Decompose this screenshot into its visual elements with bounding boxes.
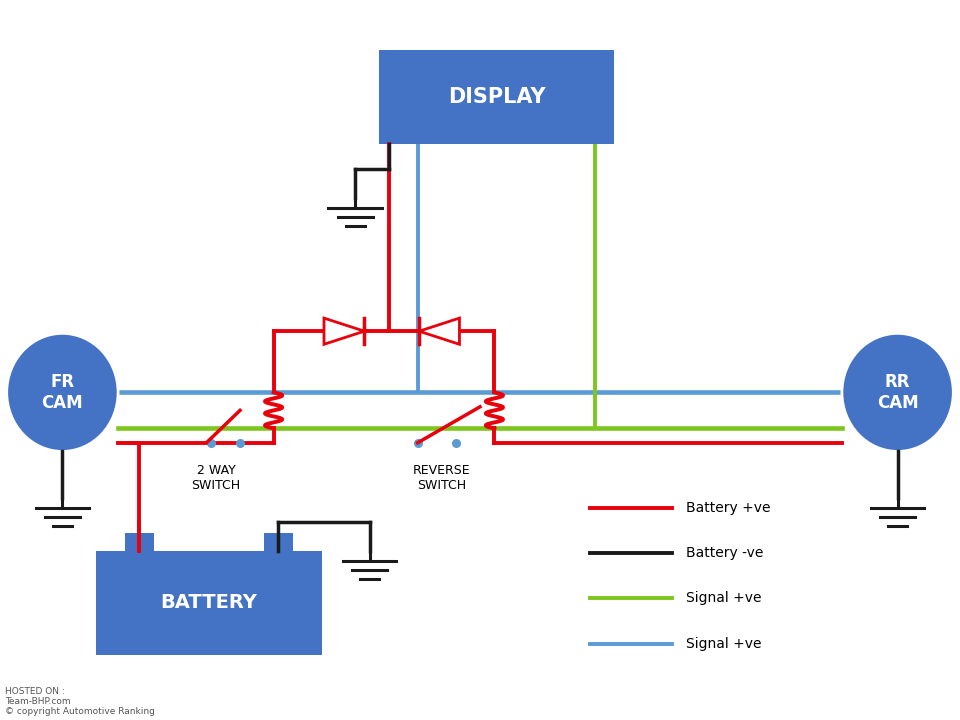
Text: Battery +ve: Battery +ve — [686, 500, 771, 515]
Text: Battery -ve: Battery -ve — [686, 546, 764, 560]
Text: BATTERY: BATTERY — [160, 593, 257, 613]
Polygon shape — [420, 318, 460, 344]
Text: FR
CAM: FR CAM — [41, 373, 84, 412]
Text: RR
CAM: RR CAM — [876, 373, 919, 412]
FancyBboxPatch shape — [125, 533, 154, 554]
FancyBboxPatch shape — [379, 50, 614, 144]
FancyBboxPatch shape — [264, 533, 293, 554]
Text: REVERSE
SWITCH: REVERSE SWITCH — [413, 464, 470, 492]
FancyBboxPatch shape — [96, 551, 322, 655]
Text: 2 WAY
SWITCH: 2 WAY SWITCH — [191, 464, 241, 492]
Text: Signal +ve: Signal +ve — [686, 636, 762, 651]
Polygon shape — [324, 318, 365, 344]
Text: Signal +ve: Signal +ve — [686, 591, 762, 606]
Ellipse shape — [7, 333, 118, 451]
Ellipse shape — [842, 333, 953, 451]
Text: HOSTED ON :
Team-BHP.com
© copyright Automotive Ranking: HOSTED ON : Team-BHP.com © copyright Aut… — [5, 687, 155, 716]
Text: DISPLAY: DISPLAY — [448, 87, 545, 107]
